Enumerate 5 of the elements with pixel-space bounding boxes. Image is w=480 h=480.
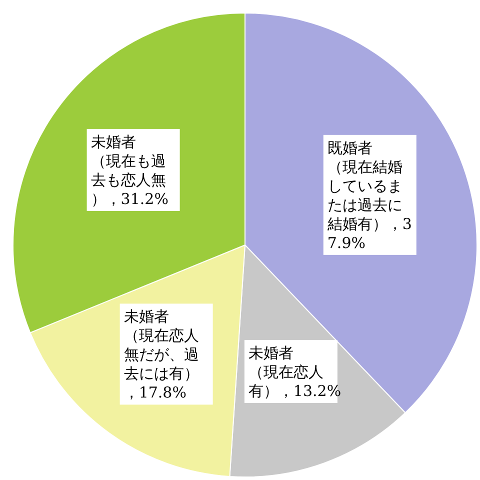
slice-label: 未婚者（現在恋人無だが、過去には有） bbox=[124, 308, 199, 383]
slice-label: 既婚者（現在結婚しているまたは過去に結婚有），37.9% bbox=[326, 138, 412, 252]
slice-label: 未婚者（現在恋人有），13.2% bbox=[248, 344, 342, 400]
data-label: ，17.8% bbox=[124, 384, 186, 402]
slice-label: 未婚者（現在も過去も恋人無），31.2% bbox=[90, 132, 168, 208]
